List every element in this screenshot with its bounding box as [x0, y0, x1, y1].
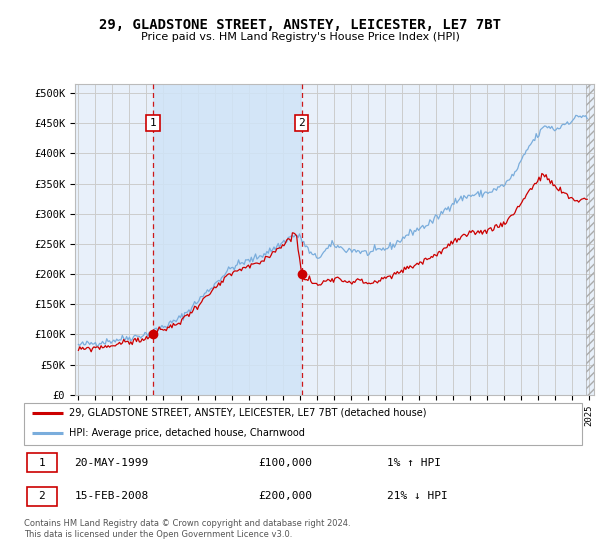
- Bar: [153, 84, 302, 395]
- Text: 21% ↓ HPI: 21% ↓ HPI: [387, 491, 448, 501]
- FancyBboxPatch shape: [27, 453, 58, 473]
- Text: 2: 2: [298, 118, 305, 128]
- Text: 1: 1: [38, 458, 45, 468]
- FancyBboxPatch shape: [27, 487, 58, 506]
- Text: 20-MAY-1999: 20-MAY-1999: [74, 458, 148, 468]
- FancyBboxPatch shape: [24, 403, 582, 445]
- Text: £100,000: £100,000: [259, 458, 313, 468]
- Text: 2: 2: [38, 491, 45, 501]
- Text: £200,000: £200,000: [259, 491, 313, 501]
- Text: 15-FEB-2008: 15-FEB-2008: [74, 491, 148, 501]
- Text: HPI: Average price, detached house, Charnwood: HPI: Average price, detached house, Char…: [68, 428, 305, 438]
- Text: 1: 1: [149, 118, 157, 128]
- Text: 1% ↑ HPI: 1% ↑ HPI: [387, 458, 440, 468]
- Text: Contains HM Land Registry data © Crown copyright and database right 2024.
This d: Contains HM Land Registry data © Crown c…: [24, 519, 350, 539]
- Text: 29, GLADSTONE STREET, ANSTEY, LEICESTER, LE7 7BT: 29, GLADSTONE STREET, ANSTEY, LEICESTER,…: [99, 18, 501, 32]
- Text: Price paid vs. HM Land Registry's House Price Index (HPI): Price paid vs. HM Land Registry's House …: [140, 32, 460, 43]
- Text: 29, GLADSTONE STREET, ANSTEY, LEICESTER, LE7 7BT (detached house): 29, GLADSTONE STREET, ANSTEY, LEICESTER,…: [68, 408, 426, 418]
